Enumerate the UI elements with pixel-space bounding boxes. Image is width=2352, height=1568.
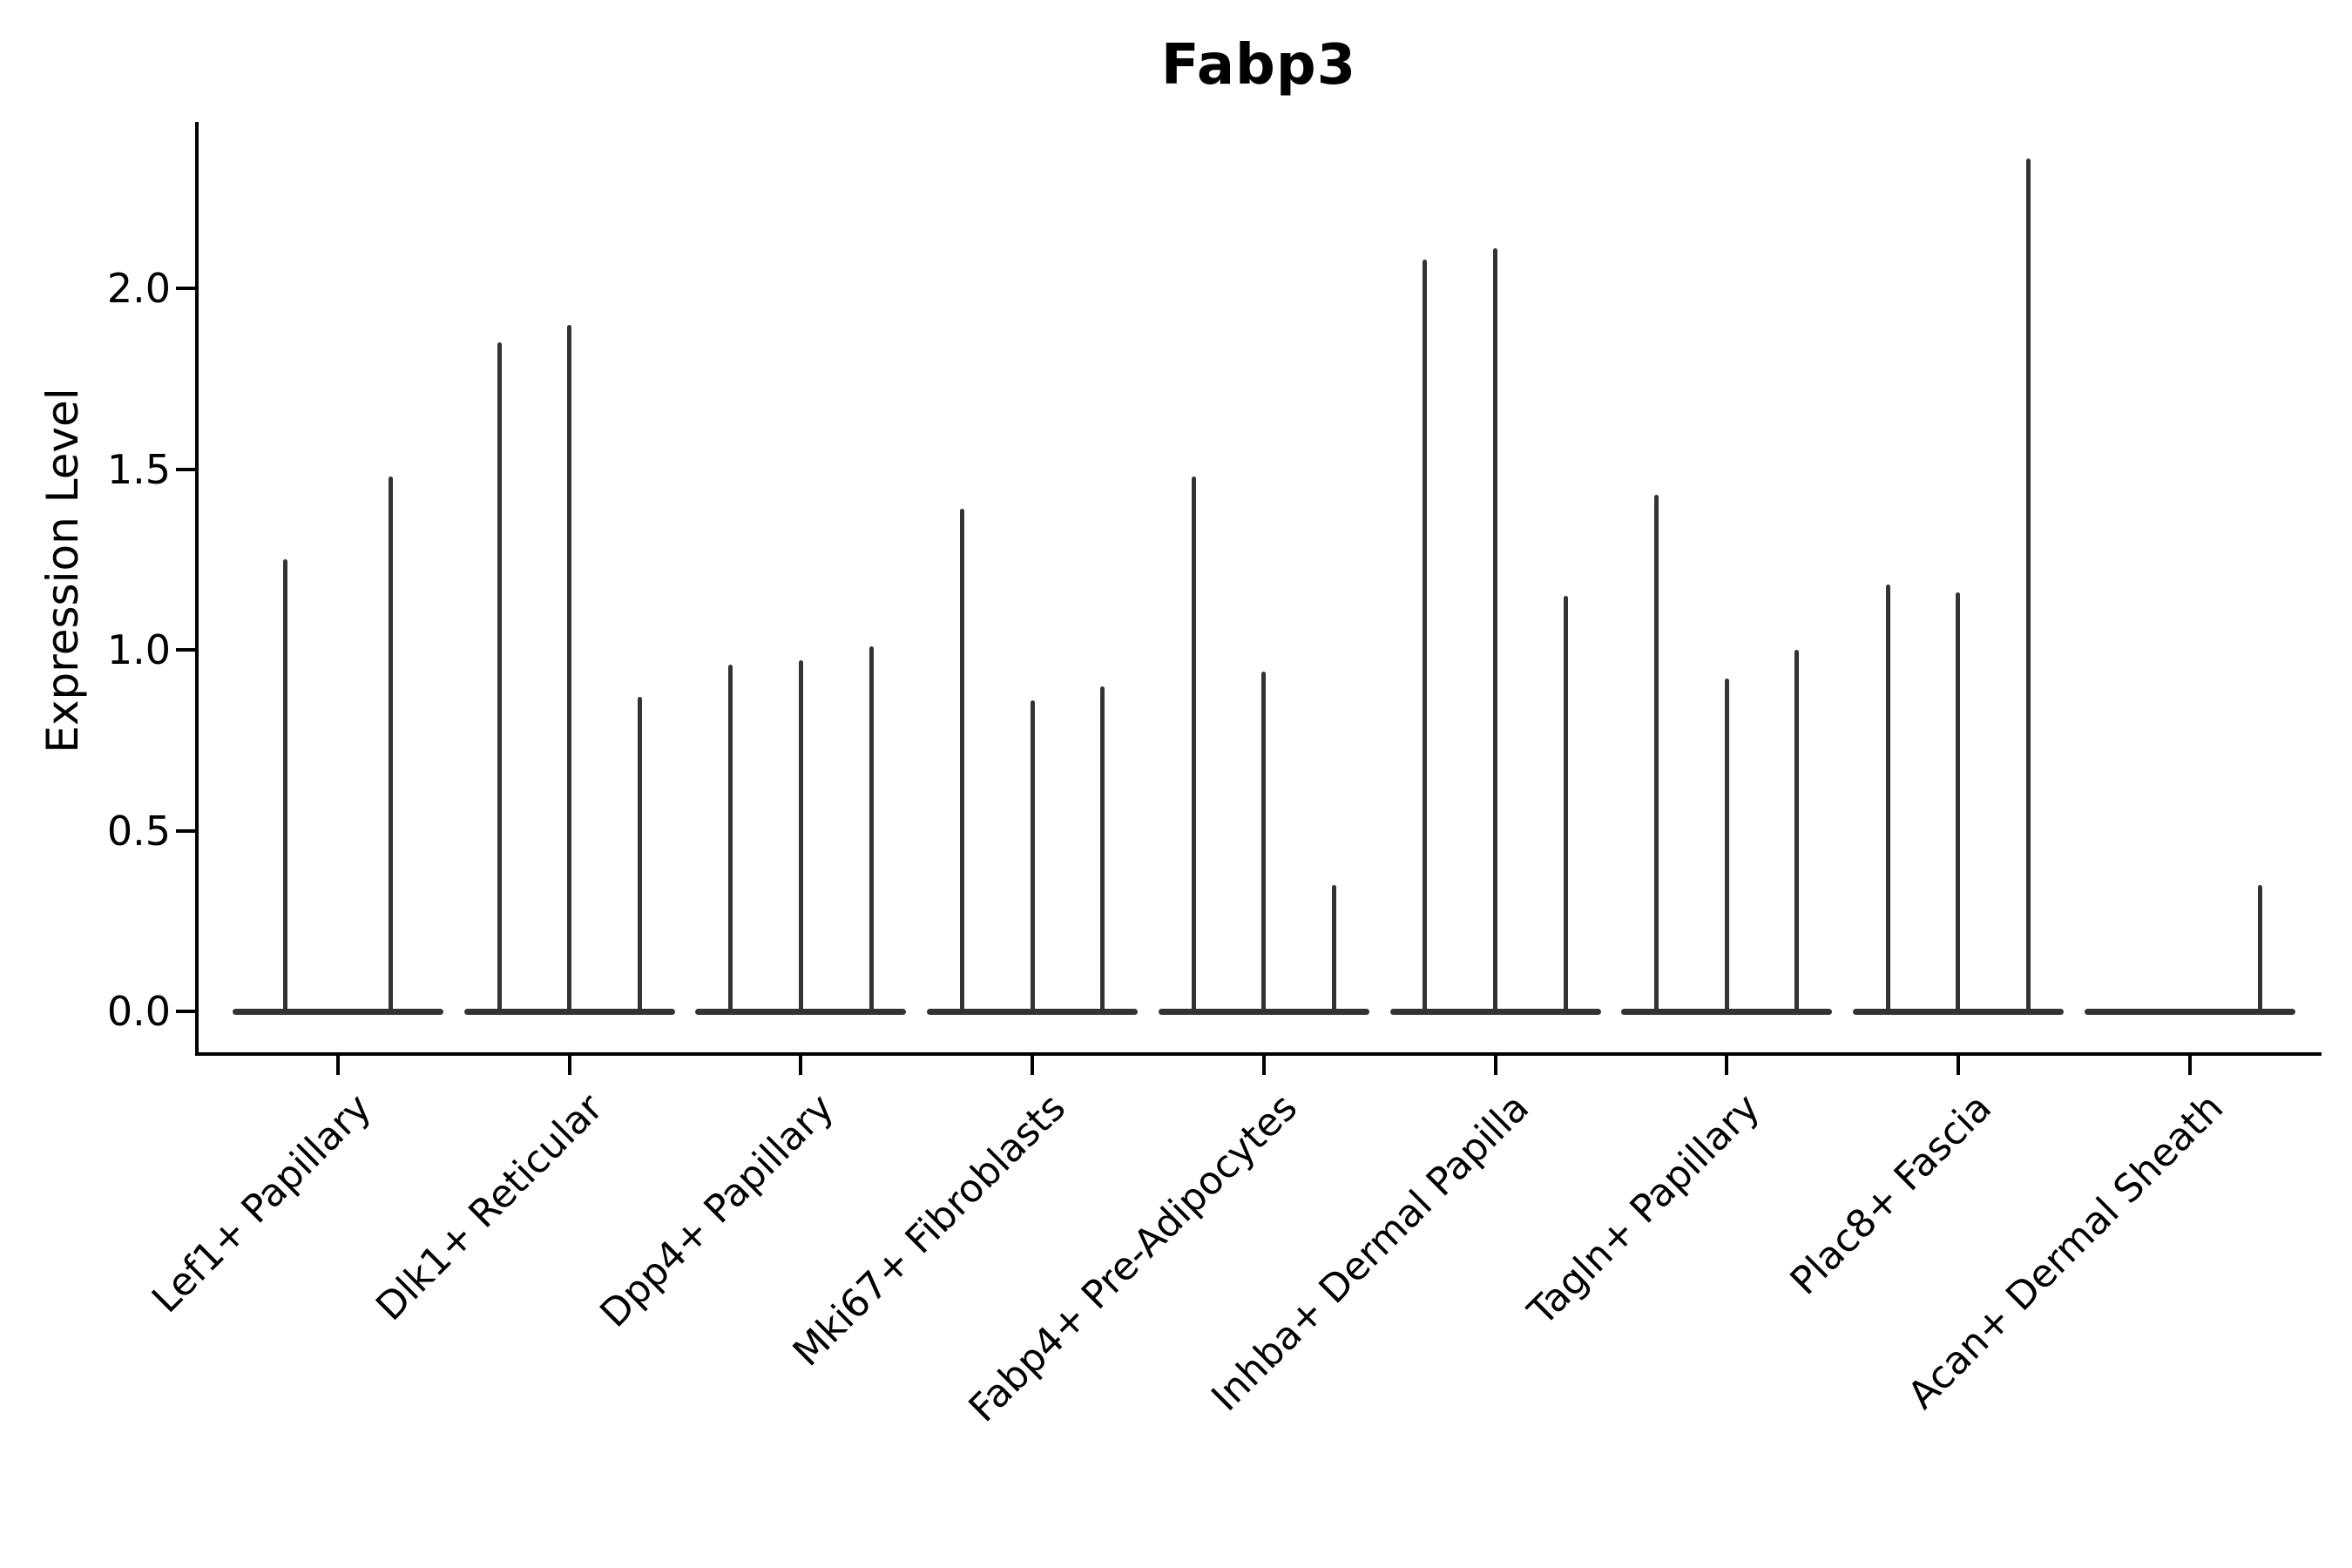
- violin-spike: [1100, 686, 1105, 1013]
- x-tick-label: Lef1+ Papillary: [143, 1085, 381, 1322]
- violin-spike: [728, 664, 733, 1013]
- y-tick: [176, 467, 195, 471]
- violin-spike: [2257, 884, 2262, 1013]
- violin-spike: [868, 645, 874, 1013]
- x-tick: [1031, 1056, 1035, 1075]
- x-tick: [2187, 1056, 2192, 1075]
- violin-spike: [1261, 671, 1267, 1013]
- violin-spike: [1493, 248, 1497, 1013]
- x-tick: [1493, 1056, 1497, 1075]
- violin-spike: [389, 476, 393, 1013]
- x-tick: [336, 1056, 340, 1075]
- y-tick-label: 1.5: [106, 445, 171, 493]
- y-axis-title: Expression Level: [37, 388, 88, 754]
- chart-title: Fabp3: [1160, 33, 1357, 98]
- x-axis-spine: [195, 1052, 2322, 1056]
- violin-spike: [283, 559, 287, 1013]
- violin-spike: [959, 509, 964, 1013]
- violin-spike: [567, 324, 572, 1013]
- y-tick: [176, 828, 195, 833]
- violin-spike: [1724, 679, 1729, 1013]
- violin-spike: [1794, 650, 1800, 1013]
- y-axis-spine: [195, 122, 199, 1056]
- y-tick: [176, 1010, 195, 1013]
- y-tick-label: 0.5: [106, 807, 171, 855]
- violin-spike: [1423, 259, 1428, 1013]
- y-tick: [176, 287, 195, 290]
- y-tick: [176, 648, 195, 652]
- x-tick: [1261, 1056, 1266, 1075]
- y-tick-label: 1.0: [106, 626, 171, 673]
- violin-spike: [1030, 700, 1035, 1013]
- x-tick-label: Tagln+ Papillary: [1519, 1085, 1769, 1335]
- violin-spike: [1563, 595, 1568, 1013]
- x-tick-label: Dpp4+ Papillary: [591, 1085, 843, 1336]
- violin-baseline: [2084, 1008, 2295, 1015]
- x-tick: [1725, 1056, 1729, 1075]
- x-tick-label: Dlk1+ Reticular: [367, 1085, 612, 1329]
- violin-spike: [2026, 158, 2031, 1013]
- x-tick: [567, 1056, 571, 1075]
- violin-spike: [497, 342, 502, 1013]
- violin-spike: [1956, 591, 1961, 1013]
- x-tick: [1956, 1056, 1960, 1075]
- violin-baseline: [233, 1008, 443, 1015]
- x-tick: [799, 1056, 803, 1075]
- violin-spike: [1654, 494, 1659, 1013]
- x-tick-label: Plac8+ Fascia: [1781, 1085, 2000, 1304]
- violin-spike: [1331, 884, 1336, 1013]
- y-tick-label: 0.0: [106, 988, 171, 1035]
- violin-spike: [637, 696, 642, 1013]
- violin-spike: [1191, 476, 1196, 1013]
- y-tick-label: 2.0: [106, 265, 171, 312]
- violin-spike: [798, 660, 803, 1013]
- violin-spike: [1885, 585, 1890, 1013]
